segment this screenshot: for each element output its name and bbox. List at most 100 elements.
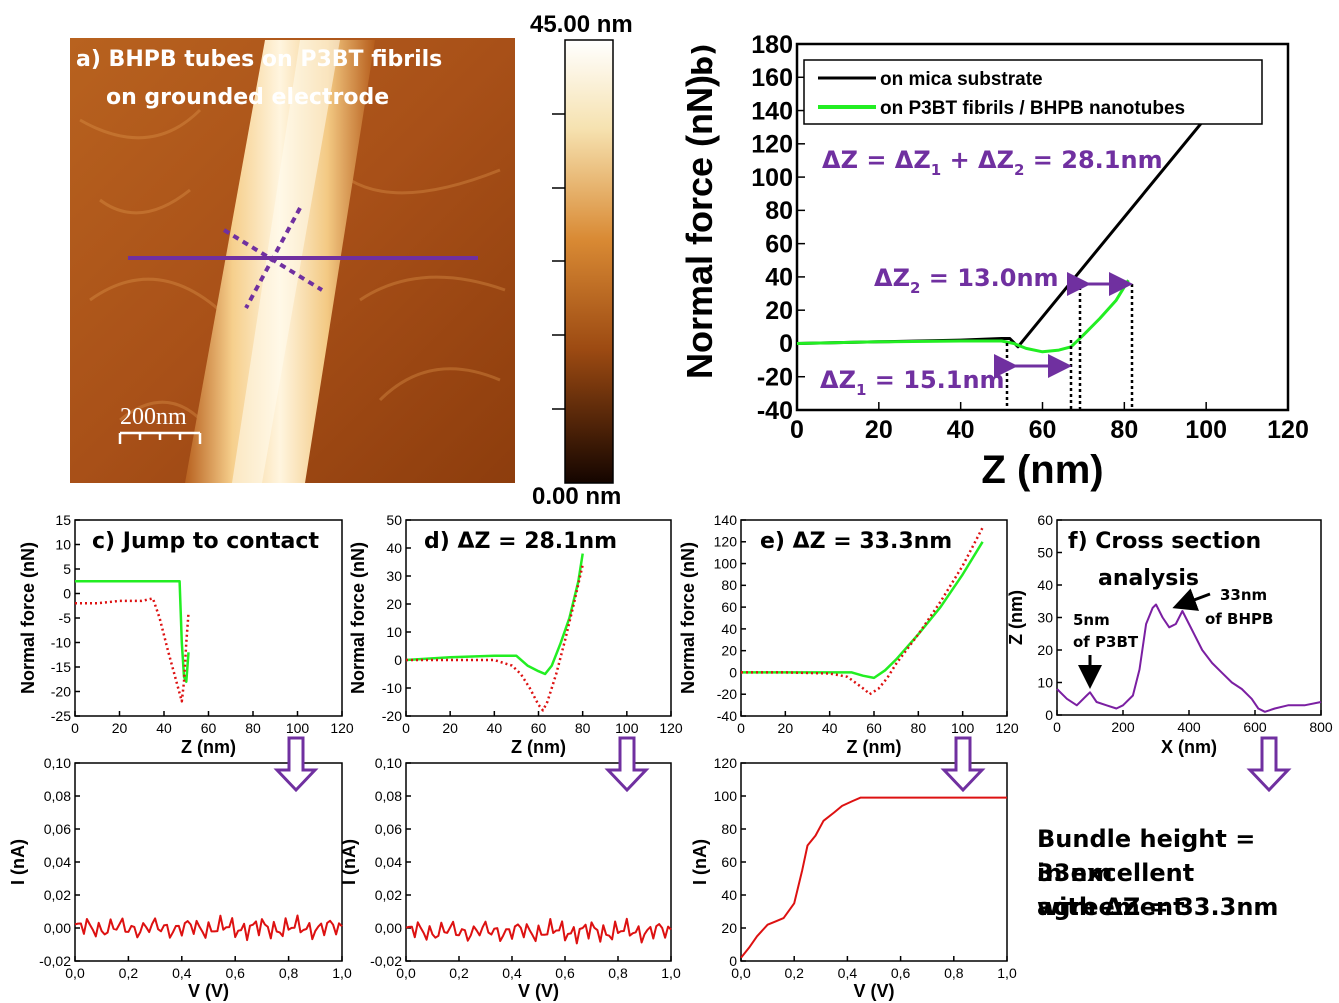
annotation-p3bt-1: 5nm [1073, 611, 1110, 629]
y-tick-label: 80 [721, 577, 737, 593]
x-tick-label: 400 [1177, 719, 1201, 735]
flow-arrow-e [940, 736, 986, 793]
x-tick-label: 1,0 [661, 965, 681, 981]
conclusion-line-1: Bundle height = 33nm [1037, 825, 1256, 887]
panel-a-title-1: a) BHPB tubes on P3BT fibrils [76, 47, 442, 72]
y-tick-label: -20 [717, 686, 737, 702]
x-tick-label: 100 [615, 720, 639, 736]
y-axis-label: I (nA) [690, 839, 710, 885]
y-tick-label: -40 [717, 708, 737, 724]
x-tick-label: 0 [790, 416, 804, 444]
y-axis-label: Normal force (nN) [18, 542, 38, 694]
annotation-bhpb-1: 33nm [1220, 586, 1267, 604]
y-tick-label: 40 [721, 887, 737, 903]
y-tick-label: 140 [714, 512, 738, 528]
x-tick-label: 0,6 [891, 965, 911, 981]
y-tick-label: -10 [382, 680, 402, 696]
y-axis-label: I (nA) [339, 839, 359, 885]
x-tick-label: 60 [531, 720, 547, 736]
arrow-bhpb [1172, 588, 1211, 611]
x-tick-label: 1,0 [332, 965, 352, 981]
x-axis-label: V (V) [853, 981, 894, 1001]
conclusion-line-2: in excellent agreement [1037, 859, 1195, 921]
x-tick-label: 40 [156, 720, 172, 736]
y-tick-label: 60 [721, 599, 737, 615]
y-tick-label: -5 [59, 610, 72, 626]
panel-b-label: b) [686, 43, 719, 76]
y-tick-label: 0 [394, 652, 402, 668]
panel-f-title-1: f) Cross section [1068, 529, 1261, 554]
x-tick-label: 120 [330, 720, 354, 736]
y-tick-label: -20 [757, 363, 793, 391]
x-tick-label: 100 [951, 720, 975, 736]
chart-b: 0 20 40 60 80 100 120 -40 -20 0 20 40 60 80 100 120 140 1… [679, 31, 1309, 492]
y-tick-label: 50 [1037, 544, 1053, 560]
y-tick-label: 10 [1037, 674, 1053, 690]
y-tick-label: 15 [55, 512, 71, 528]
panel-c-title: c) Jump to contact [92, 529, 319, 554]
colorbar-max-label: 45.00 nm [530, 11, 633, 38]
x-tick-label: 60 [201, 720, 217, 736]
afm-image-panel: a) BHPB tubes on P3BT fibrils on grounde… [70, 38, 515, 483]
x-tick-label: 40 [947, 416, 975, 444]
y-tick-label: 120 [714, 534, 738, 550]
y-tick-label: 100 [751, 164, 793, 192]
colorbar-min-label: 0.00 nm [532, 483, 621, 510]
x-tick-label: 20 [112, 720, 128, 736]
x-tick-label: 0,8 [279, 965, 299, 981]
y-tick-label: 20 [721, 920, 737, 936]
conclusion-line-3: with ΔZ = 33.3nm [1037, 893, 1279, 921]
y-tick-label: 40 [1037, 577, 1053, 593]
y-tick-label: 20 [386, 596, 402, 612]
y-tick-label: -10 [51, 634, 71, 650]
x-tick-label: 200 [1111, 719, 1135, 735]
x-tick-label: 0,4 [172, 965, 192, 981]
annotation-total-dz: ΔZ = ΔZ1 + ΔZ2 = 28.1nm [822, 146, 1163, 179]
y-tick-label: 0,04 [375, 854, 402, 870]
chart-g: 0,0 0,2 0,4 0,6 0,8 1,0 -0,02 0,00 0,02 0,04 0,06 0… [8, 755, 352, 1001]
y-tick-label: 20 [721, 643, 737, 659]
chart-c: 0 20 40 60 80 100 120 -25 -20 -15 -10 -5 0 5 10 15 Z (nm… [18, 512, 354, 757]
series-line-1 [75, 580, 190, 683]
y-tick-label: 20 [1037, 642, 1053, 658]
series-line-2 [75, 597, 190, 703]
x-tick-label: 40 [822, 720, 838, 736]
x-tick-label: 0,6 [555, 965, 575, 981]
y-tick-label: -40 [757, 397, 793, 425]
y-tick-label: 10 [55, 536, 71, 552]
x-tick-label: 20 [442, 720, 458, 736]
series-line-2 [406, 564, 584, 712]
x-tick-label: 800 [1309, 719, 1333, 735]
cross-section-dashed-2 [244, 207, 302, 309]
x-tick-label: 100 [286, 720, 310, 736]
series-line-2 [796, 279, 1130, 354]
flow-arrow-f [1246, 736, 1292, 793]
x-tick-label: 120 [1267, 416, 1309, 444]
y-tick-label: 0,08 [375, 788, 402, 804]
y-tick-label: -20 [51, 683, 71, 699]
x-tick-label: 0 [71, 720, 79, 736]
x-tick-label: 0,4 [838, 965, 858, 981]
legend-entry-fibril: on P3BT fibrils / BHPB nanotubes [880, 98, 1185, 119]
y-tick-label: 0,10 [44, 755, 71, 771]
colorbar-gradient [564, 39, 614, 484]
y-axis-label: Normal force (nN) [348, 542, 368, 694]
y-tick-label: 0,00 [44, 920, 71, 936]
y-axis-label: Normal force (nN) [678, 542, 698, 694]
y-tick-label: 40 [386, 540, 402, 556]
x-tick-label: 0,8 [608, 965, 628, 981]
x-tick-label: 0 [737, 720, 745, 736]
y-tick-label: 0,06 [44, 821, 71, 837]
x-tick-label: 40 [487, 720, 503, 736]
y-tick-label: 0 [779, 330, 793, 358]
chart-f-annotations: f) Cross section analysis 5nm of P3BT 33… [1068, 529, 1273, 689]
annotation-bhpb-2: of BHPB [1205, 610, 1273, 628]
panel-f-title-2: analysis [1098, 566, 1199, 591]
series-line-1 [74, 914, 343, 942]
y-axis-label: Normal force (nN) [679, 75, 720, 379]
chart-h: 0,0 0,2 0,4 0,6 0,8 1,0 -0,02 0,00 0,02 0,04 0,06 0… [339, 755, 681, 1001]
y-tick-label: 0 [729, 953, 737, 969]
series-line-1 [405, 553, 584, 676]
y-axis-label: I (nA) [8, 839, 28, 885]
y-tick-label: 0,06 [375, 821, 402, 837]
